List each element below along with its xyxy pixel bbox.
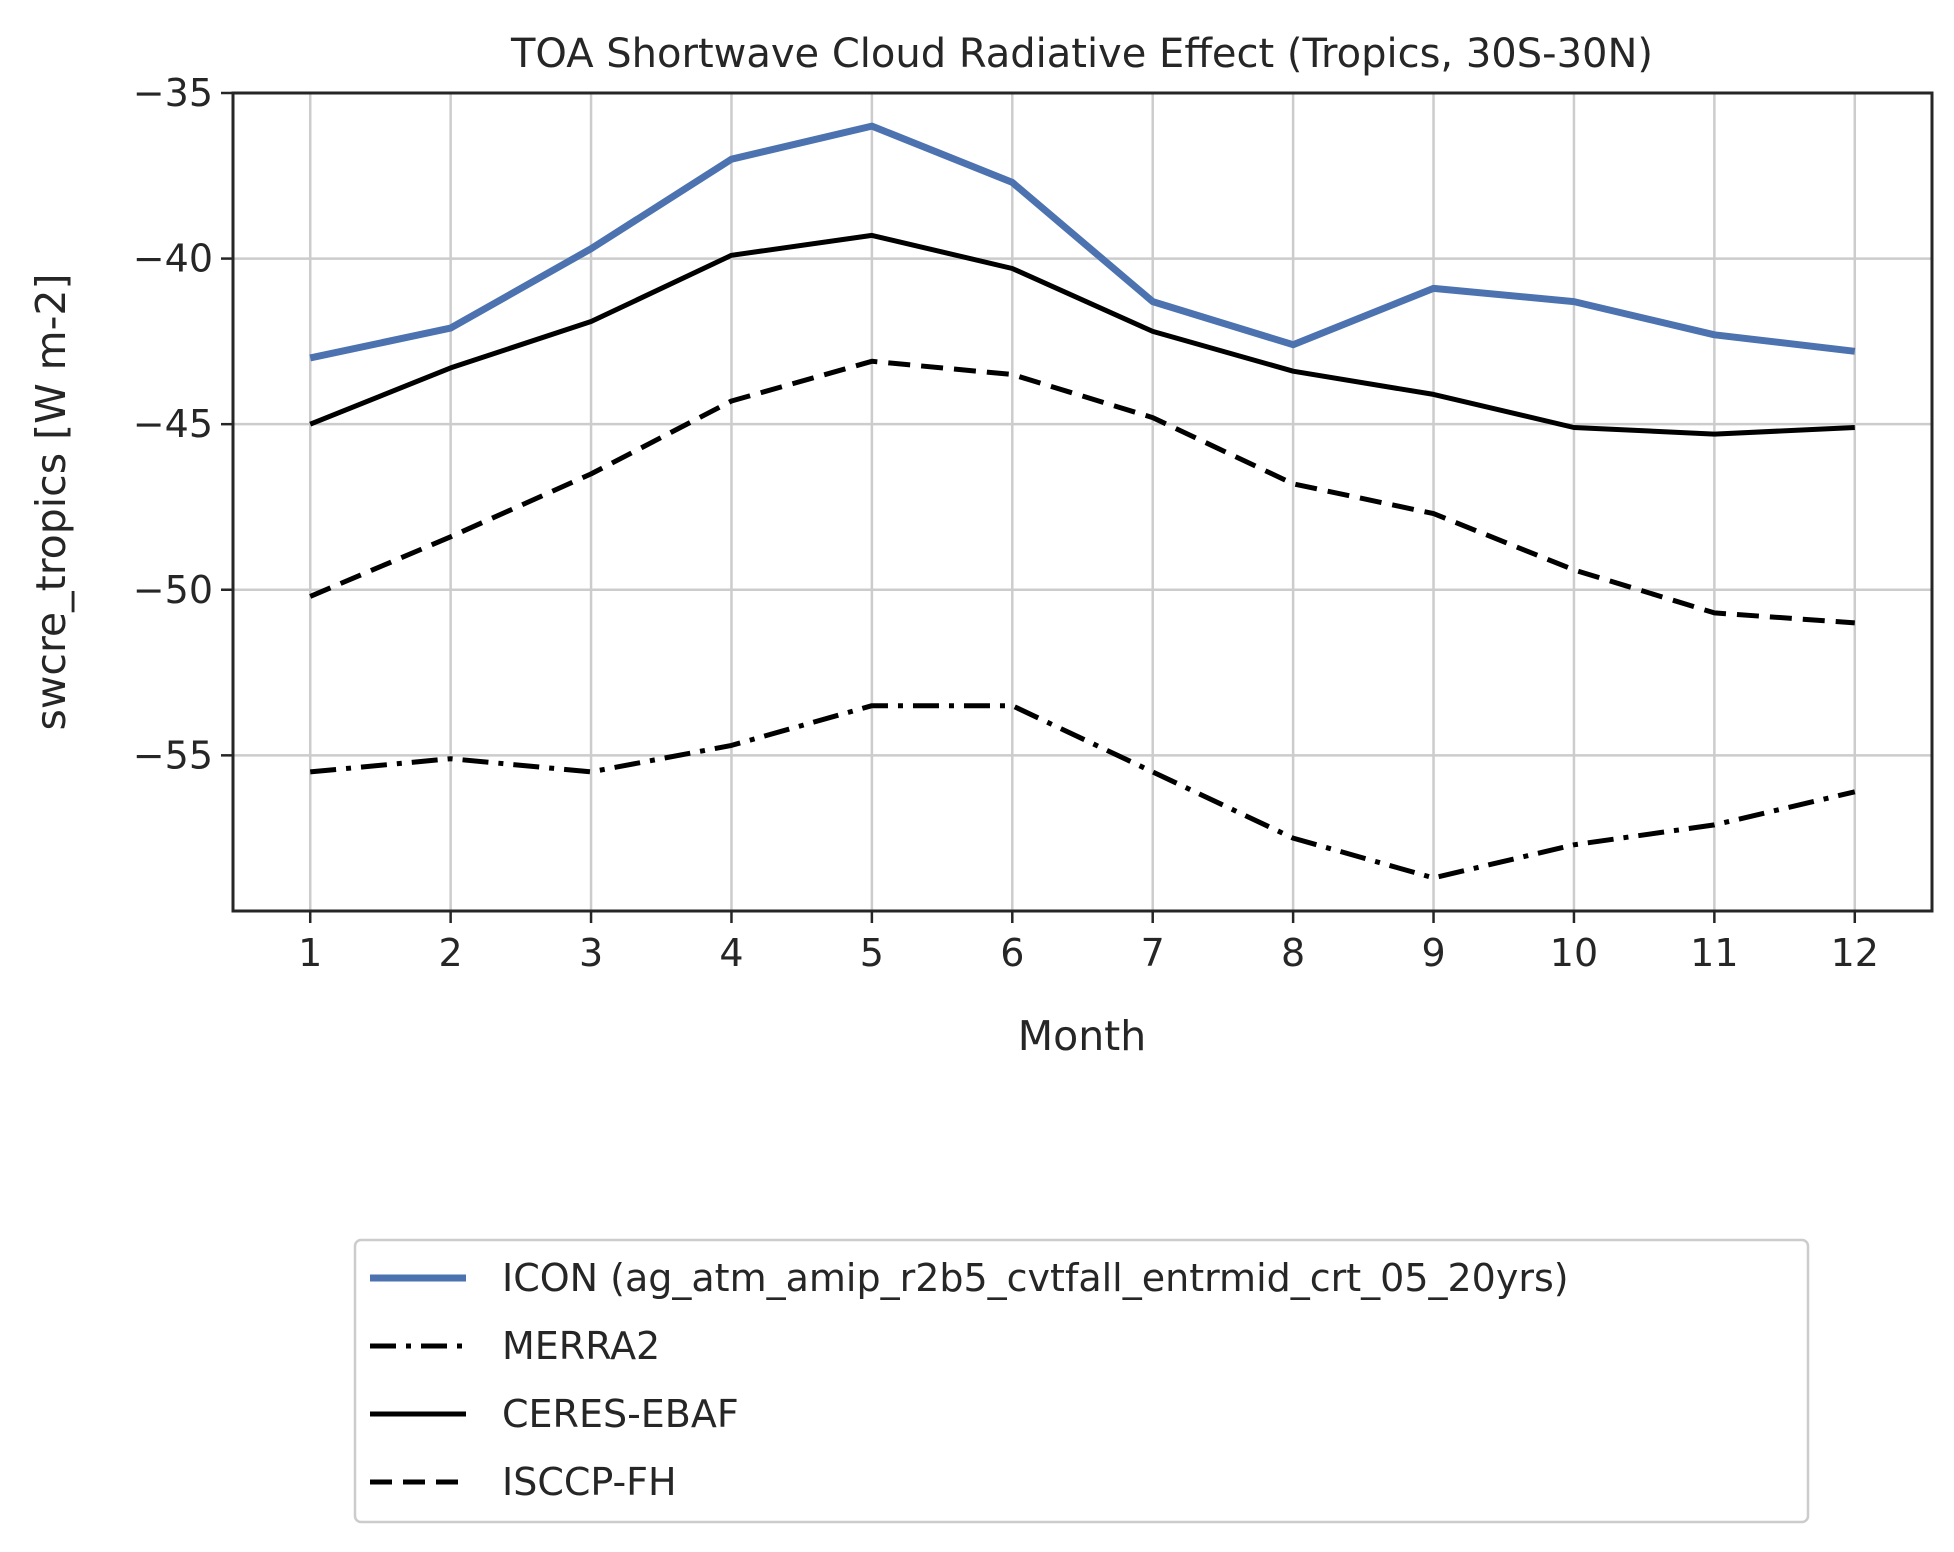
x-tick-label: 5	[860, 931, 884, 975]
plot-frame	[231, 91, 1934, 913]
x-tick-label: 7	[1141, 931, 1165, 975]
y-tick-label: −55	[133, 733, 213, 777]
x-tick-label: 2	[439, 931, 463, 975]
legend-label: ICON (ag_atm_amip_r2b5_cvtfall_entrmid_c…	[502, 1256, 1569, 1300]
legend: ICON (ag_atm_amip_r2b5_cvtfall_entrmid_c…	[353, 1238, 1810, 1524]
x-tick-label: 10	[1550, 931, 1598, 975]
x-tick-label: 8	[1281, 931, 1305, 975]
y-tick-label: −50	[133, 568, 213, 612]
series-line-3	[309, 232, 1855, 437]
series-layer	[309, 122, 1856, 881]
series-line-1	[309, 122, 1856, 362]
y-tick-label: −40	[133, 237, 213, 281]
x-axis-label: Month	[1018, 1012, 1147, 1060]
x-tick-label: 11	[1690, 931, 1738, 975]
y-tick-label: −35	[133, 71, 213, 115]
y-axis-label: swcre_tropics [W m-2]	[27, 274, 75, 731]
x-tick-label: 6	[1000, 931, 1024, 975]
x-tick-label: 9	[1421, 931, 1445, 975]
x-tick-label: 12	[1831, 931, 1879, 975]
legend-label: ISCCP-FH	[502, 1460, 677, 1504]
x-tick-label: 1	[298, 931, 322, 975]
grid-lines	[233, 91, 1932, 911]
series-line-4	[309, 358, 1855, 626]
y-axis: −35 −40 −45 −50 −55	[133, 71, 233, 777]
chart-title: TOA Shortwave Cloud Radiative Effect (Tr…	[510, 31, 1653, 77]
x-axis: 1 2 3 4 5 6 7 8 9 10 11 12	[298, 911, 1879, 975]
x-tick-label: 4	[719, 931, 743, 975]
y-tick-label: −45	[133, 402, 213, 446]
legend-label: MERRA2	[502, 1324, 660, 1368]
series-line-2	[309, 703, 1856, 881]
x-tick-label: 3	[579, 931, 603, 975]
legend-box	[353, 1238, 1810, 1524]
legend-label: CERES-EBAF	[502, 1392, 739, 1436]
